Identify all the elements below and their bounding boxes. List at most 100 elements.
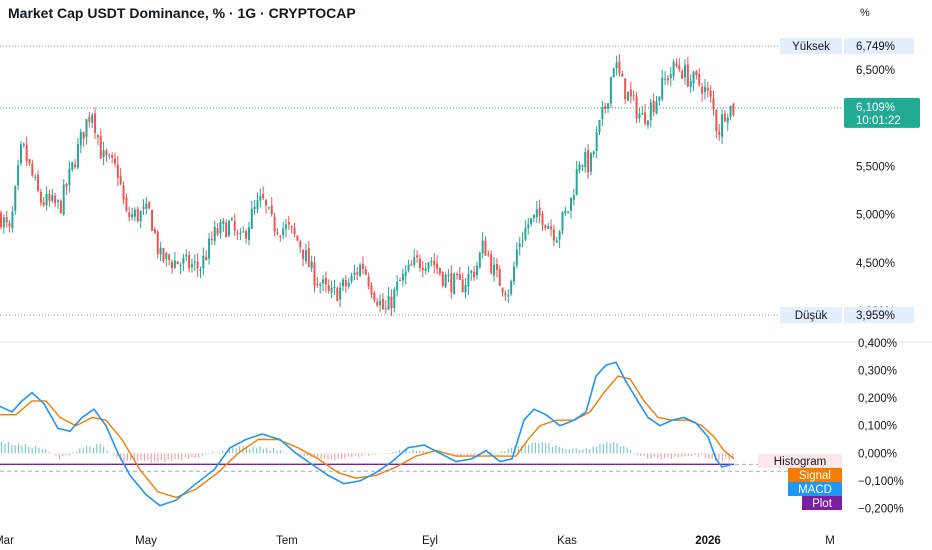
candle-43 (122, 181, 125, 205)
histogram-bar-86 (293, 453, 295, 454)
candle-body (644, 112, 647, 124)
candle-body (609, 77, 612, 104)
candle-body (430, 261, 433, 263)
histogram-bar-123 (419, 450, 421, 454)
candle-163 (464, 278, 467, 299)
candle-body (208, 238, 211, 259)
candle-body (39, 191, 42, 203)
candle-body (627, 91, 629, 101)
candle-146 (416, 250, 419, 263)
histogram-bar-16 (55, 453, 57, 456)
candle-48 (136, 206, 139, 224)
indicator-lines (0, 361, 735, 507)
candlestick-series (0, 54, 735, 316)
candle-body (267, 207, 270, 209)
histogram-bar-63 (215, 452, 217, 454)
candle-body (550, 226, 553, 230)
candle-196 (558, 229, 561, 248)
axes: 6,500%5,500%5,000%4,500%4,000%0,400%0,30… (0, 65, 904, 547)
candle-body (48, 193, 51, 201)
candle-body (632, 95, 635, 97)
histogram-bar-23 (79, 448, 81, 454)
candle-body (703, 86, 706, 93)
candle-19 (54, 192, 57, 207)
candle-162 (461, 272, 464, 293)
candle-58 (165, 251, 168, 267)
histogram-bar-116 (395, 451, 397, 454)
candle-66 (188, 250, 191, 273)
candle-body (344, 280, 347, 287)
candle-191 (544, 224, 547, 231)
candle-body (179, 264, 182, 267)
candle-80 (228, 219, 230, 238)
candle-94 (267, 206, 270, 210)
candle-body (37, 174, 40, 191)
candle-185 (527, 217, 530, 235)
candle-39 (111, 152, 114, 164)
candle-body (128, 212, 131, 218)
histogram-bar-77 (262, 448, 264, 454)
histogram-bar-65 (222, 450, 224, 454)
candle-166 (473, 265, 476, 281)
candle-body (664, 78, 667, 80)
candle-74 (210, 231, 213, 246)
histogram-bar-197 (670, 453, 672, 459)
histogram-bar-42 (143, 453, 145, 461)
histogram-bar-53 (181, 453, 183, 461)
candle-body (245, 230, 248, 239)
candle-body (570, 197, 572, 211)
candle-244 (695, 70, 698, 80)
candle-body (114, 158, 116, 164)
candle-body (14, 186, 17, 211)
candle-189 (538, 199, 541, 224)
histogram-bar-162 (551, 446, 553, 454)
candle-body (153, 228, 156, 233)
candle-body (131, 214, 134, 218)
histogram-bar-79 (269, 450, 271, 454)
candle-221 (629, 81, 632, 104)
histogram-bar-29 (99, 443, 101, 454)
candle-156 (444, 272, 447, 289)
price-tick-label-0: 6,500% (856, 65, 895, 77)
candle-252 (718, 124, 721, 142)
candle-body (649, 102, 652, 121)
candle-35 (99, 128, 102, 160)
histogram-bar-140 (477, 453, 479, 456)
candle-body (34, 176, 37, 178)
x-tick-label-5: 2026 (695, 535, 721, 547)
histogram-bar-48 (164, 453, 166, 463)
candle-246 (701, 82, 704, 102)
candle-body (692, 71, 695, 84)
candle-body (396, 282, 399, 291)
candle-body (618, 61, 621, 74)
histogram-bar-192 (653, 453, 655, 457)
candle-body (521, 240, 524, 242)
candle-222 (632, 90, 635, 101)
candle-91 (259, 188, 262, 208)
histogram-bar-137 (466, 453, 468, 456)
candle-body (247, 227, 250, 240)
candle-body (518, 243, 521, 248)
candle-body (612, 68, 615, 78)
candle-body (367, 276, 370, 287)
candle-body (718, 131, 721, 135)
histogram-bar-99 (337, 453, 339, 459)
candle-body (350, 275, 353, 282)
candle-42 (119, 167, 122, 186)
candle-body (336, 288, 339, 302)
x-tick-label-2: Tem (276, 535, 298, 547)
candle-179 (510, 279, 513, 297)
histogram-bar-84 (286, 453, 288, 454)
candle-body (213, 226, 216, 242)
histogram-bar-43 (147, 453, 149, 461)
candle-body (259, 195, 262, 201)
candle-72 (205, 250, 208, 261)
histogram-bar-24 (82, 447, 84, 454)
candle-38 (108, 153, 111, 160)
candle-44 (125, 193, 128, 213)
histogram-bar-57 (194, 453, 196, 459)
histogram-bar-4 (14, 445, 16, 454)
candle-149 (424, 263, 427, 275)
candle-84 (239, 227, 242, 241)
